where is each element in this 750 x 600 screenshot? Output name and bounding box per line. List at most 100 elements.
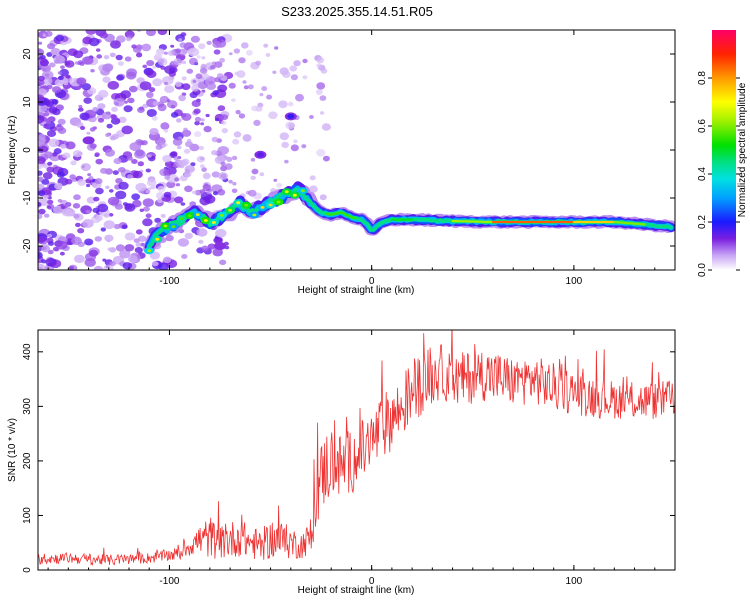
noise-blob xyxy=(114,42,119,46)
noise-blob xyxy=(133,238,140,244)
noise-blob xyxy=(89,127,96,132)
colorbar: 0.0 0.2 0.4 0.6 0.8 Normalized spectral ampl… xyxy=(697,30,748,277)
x-tick-label: 100 xyxy=(566,276,583,287)
frequency-ridge xyxy=(143,181,675,255)
noise-blob xyxy=(234,71,239,76)
noise-blob xyxy=(131,44,137,49)
noise-blob xyxy=(290,144,299,152)
noise-blob xyxy=(201,245,209,252)
noise-blob xyxy=(194,116,202,122)
noise-blob xyxy=(146,109,157,117)
noise-blob xyxy=(231,155,238,161)
noise-blob xyxy=(57,71,63,75)
noise-blob xyxy=(217,84,228,93)
noise-blob xyxy=(160,122,170,130)
noise-blob xyxy=(241,42,249,49)
noise-blob xyxy=(116,74,124,81)
noise-blob xyxy=(117,168,122,172)
noise-blob xyxy=(92,207,100,213)
noise-blob xyxy=(293,139,298,144)
noise-blob xyxy=(247,84,254,90)
noise-blob xyxy=(147,178,157,187)
snr-series-line xyxy=(38,330,675,566)
noise-blob xyxy=(201,56,206,60)
noise-blob xyxy=(253,119,261,126)
noise-blob xyxy=(221,128,228,134)
colorbar-tick-label: 0.8 xyxy=(697,71,708,85)
noise-blob xyxy=(204,194,216,204)
noise-blob xyxy=(111,133,120,140)
noise-blob xyxy=(319,95,327,101)
noise-blob xyxy=(52,108,61,116)
noise-blob xyxy=(135,242,142,247)
noise-blob xyxy=(90,69,95,73)
noise-blob xyxy=(142,218,153,227)
noise-blob xyxy=(57,118,66,125)
ridge-blob-core xyxy=(163,224,168,228)
noise-blob xyxy=(127,255,138,263)
noise-blob xyxy=(315,89,323,95)
noise-blob xyxy=(152,65,157,69)
noise-blob xyxy=(61,208,73,217)
noise-blob xyxy=(103,220,116,230)
noise-blob xyxy=(65,141,76,150)
noise-blob xyxy=(121,125,133,135)
noise-blob xyxy=(216,73,224,79)
noise-blob xyxy=(38,202,42,207)
noise-blob xyxy=(44,151,53,159)
noise-blob xyxy=(156,192,165,199)
y-tick-label: 300 xyxy=(22,398,33,415)
noise-blob xyxy=(157,185,166,193)
noise-blob xyxy=(47,249,54,255)
noise-blob xyxy=(157,57,168,66)
noise-blob xyxy=(56,123,62,128)
noise-blob xyxy=(89,143,97,149)
ridge-blob-core xyxy=(171,225,176,229)
noise-blob xyxy=(157,103,167,112)
noise-blob xyxy=(97,103,106,110)
noise-blob xyxy=(43,125,48,129)
noise-blob xyxy=(316,149,326,157)
noise-blob xyxy=(39,145,49,153)
snr-frame xyxy=(37,329,676,571)
noise-blob xyxy=(146,30,156,37)
noise-blob xyxy=(108,213,114,217)
noise-blob xyxy=(189,57,198,66)
y-tick-label: 20 xyxy=(22,48,33,60)
noise-blob xyxy=(266,94,273,100)
noise-blob xyxy=(103,213,110,218)
noise-blob xyxy=(104,234,114,242)
noise-blob xyxy=(81,83,92,91)
noise-blob xyxy=(228,179,233,184)
spectrogram-y-axis-label: Frequency (Hz) xyxy=(7,116,18,185)
noise-blob xyxy=(77,228,85,234)
colorbar-label: Normalized spectral amplitude xyxy=(737,82,748,217)
noise-blob xyxy=(250,175,256,180)
noise-blob xyxy=(174,177,180,182)
noise-blob xyxy=(47,199,54,205)
noise-blob xyxy=(95,187,104,195)
noise-blob xyxy=(238,57,246,64)
noise-blob xyxy=(103,55,110,60)
noise-blob xyxy=(250,157,256,162)
noise-blob xyxy=(101,111,112,120)
noise-blob xyxy=(137,107,145,113)
noise-blob xyxy=(78,104,83,108)
snr-y-axis-label: SNR (10 * v/v) xyxy=(7,418,18,482)
noise-blob xyxy=(51,99,59,105)
noise-blob xyxy=(191,100,201,107)
noise-blob xyxy=(322,155,330,162)
ridge-blob-core xyxy=(211,221,216,224)
ridge-blob-core xyxy=(195,213,200,217)
noise-blob xyxy=(178,38,183,42)
noise-blob xyxy=(186,68,194,74)
noise-blob xyxy=(38,213,43,220)
noise-blob xyxy=(118,116,127,124)
ridge-blob-core xyxy=(252,213,257,217)
noise-blob xyxy=(181,76,187,81)
noise-blob xyxy=(248,189,257,197)
noise-blob xyxy=(150,130,156,135)
noise-blob xyxy=(219,57,225,63)
noise-blob xyxy=(38,157,46,165)
ridge-blob-core xyxy=(244,203,249,207)
